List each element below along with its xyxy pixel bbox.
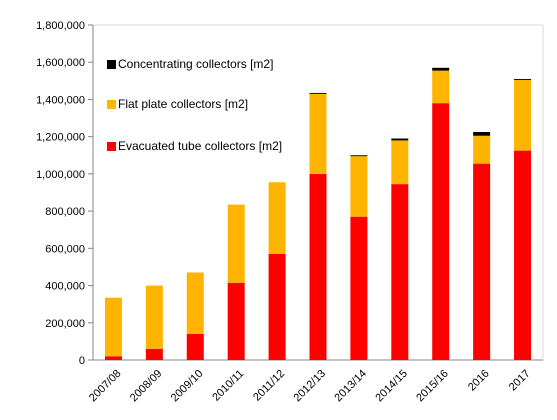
y-tick-label: 600,000 [45, 243, 85, 255]
y-tick-label: 1,400,000 [36, 94, 85, 106]
bar-segment [514, 150, 532, 360]
x-axis: 2007/08 2008/09 2009/10 2010/11 2011/12 2012/… [87, 359, 543, 405]
legend: Concentrating collectors [m2] Flat plate … [107, 57, 282, 153]
y-tick-label: 800,000 [45, 206, 85, 218]
bar-segment [432, 103, 450, 361]
bar-segment [309, 173, 327, 360]
bars [104, 67, 532, 361]
x-tick-label: 2013/14 [332, 368, 369, 405]
x-tick-label: 2008/09 [128, 368, 165, 405]
y-tick-label: 1,600,000 [36, 57, 85, 69]
bar-segment [432, 67, 450, 71]
bar-segment [104, 356, 122, 360]
bar-segment [473, 132, 491, 136]
x-tick-label: 2010/11 [210, 368, 246, 404]
bar-segment [268, 253, 286, 360]
bar-segment [432, 70, 450, 104]
bar-segment [145, 285, 163, 349]
bar-segment [145, 348, 163, 360]
legend-label: Evacuated tube collectors [m2] [118, 139, 282, 153]
bar-segment [391, 184, 409, 360]
bar-segment [309, 93, 327, 174]
legend-label: Flat plate collectors [m2] [118, 97, 248, 111]
x-tick-label: 2016 [466, 368, 492, 394]
bar-segment [227, 204, 245, 283]
y-tick-label: 400,000 [45, 281, 85, 293]
bar-segment [350, 156, 368, 217]
x-tick-label: 2017 [507, 368, 533, 394]
x-tick-label: 2011/12 [251, 368, 287, 404]
x-tick-label: 2014/15 [373, 368, 410, 405]
bar-segment [350, 216, 368, 360]
legend-swatch [107, 100, 116, 109]
bar-segment [268, 182, 286, 254]
y-tick-label: 1,800,000 [36, 20, 85, 32]
bar-segment [473, 135, 491, 164]
x-tick-label: 2007/08 [87, 368, 124, 405]
bar-segment [104, 297, 122, 357]
y-tick-label: 0 [79, 355, 85, 367]
legend-swatch [107, 60, 116, 69]
y-tick-label: 1,200,000 [36, 132, 85, 144]
x-tick-label: 2015/16 [414, 368, 451, 405]
y-axis: 0 200,000 400,000 600,000 800,000 1,000,000 1,… [36, 20, 94, 367]
bar-segment [227, 282, 245, 360]
bar-segment [473, 163, 491, 360]
bar-segment [309, 92, 327, 94]
x-tick-label: 2012/13 [292, 368, 329, 405]
bar-segment [514, 79, 532, 151]
bar-segment [350, 155, 368, 157]
y-tick-label: 1,000,000 [36, 169, 85, 181]
legend-swatch [107, 142, 116, 151]
bar-segment [391, 138, 409, 141]
x-tick-label: 2009/10 [169, 368, 206, 405]
bar-segment [186, 333, 204, 360]
y-tick-label: 200,000 [45, 318, 85, 330]
bar-segment [186, 272, 204, 334]
bar-segment [391, 140, 409, 185]
bar-segment [514, 78, 532, 80]
legend-label: Concentrating collectors [m2] [118, 57, 273, 71]
